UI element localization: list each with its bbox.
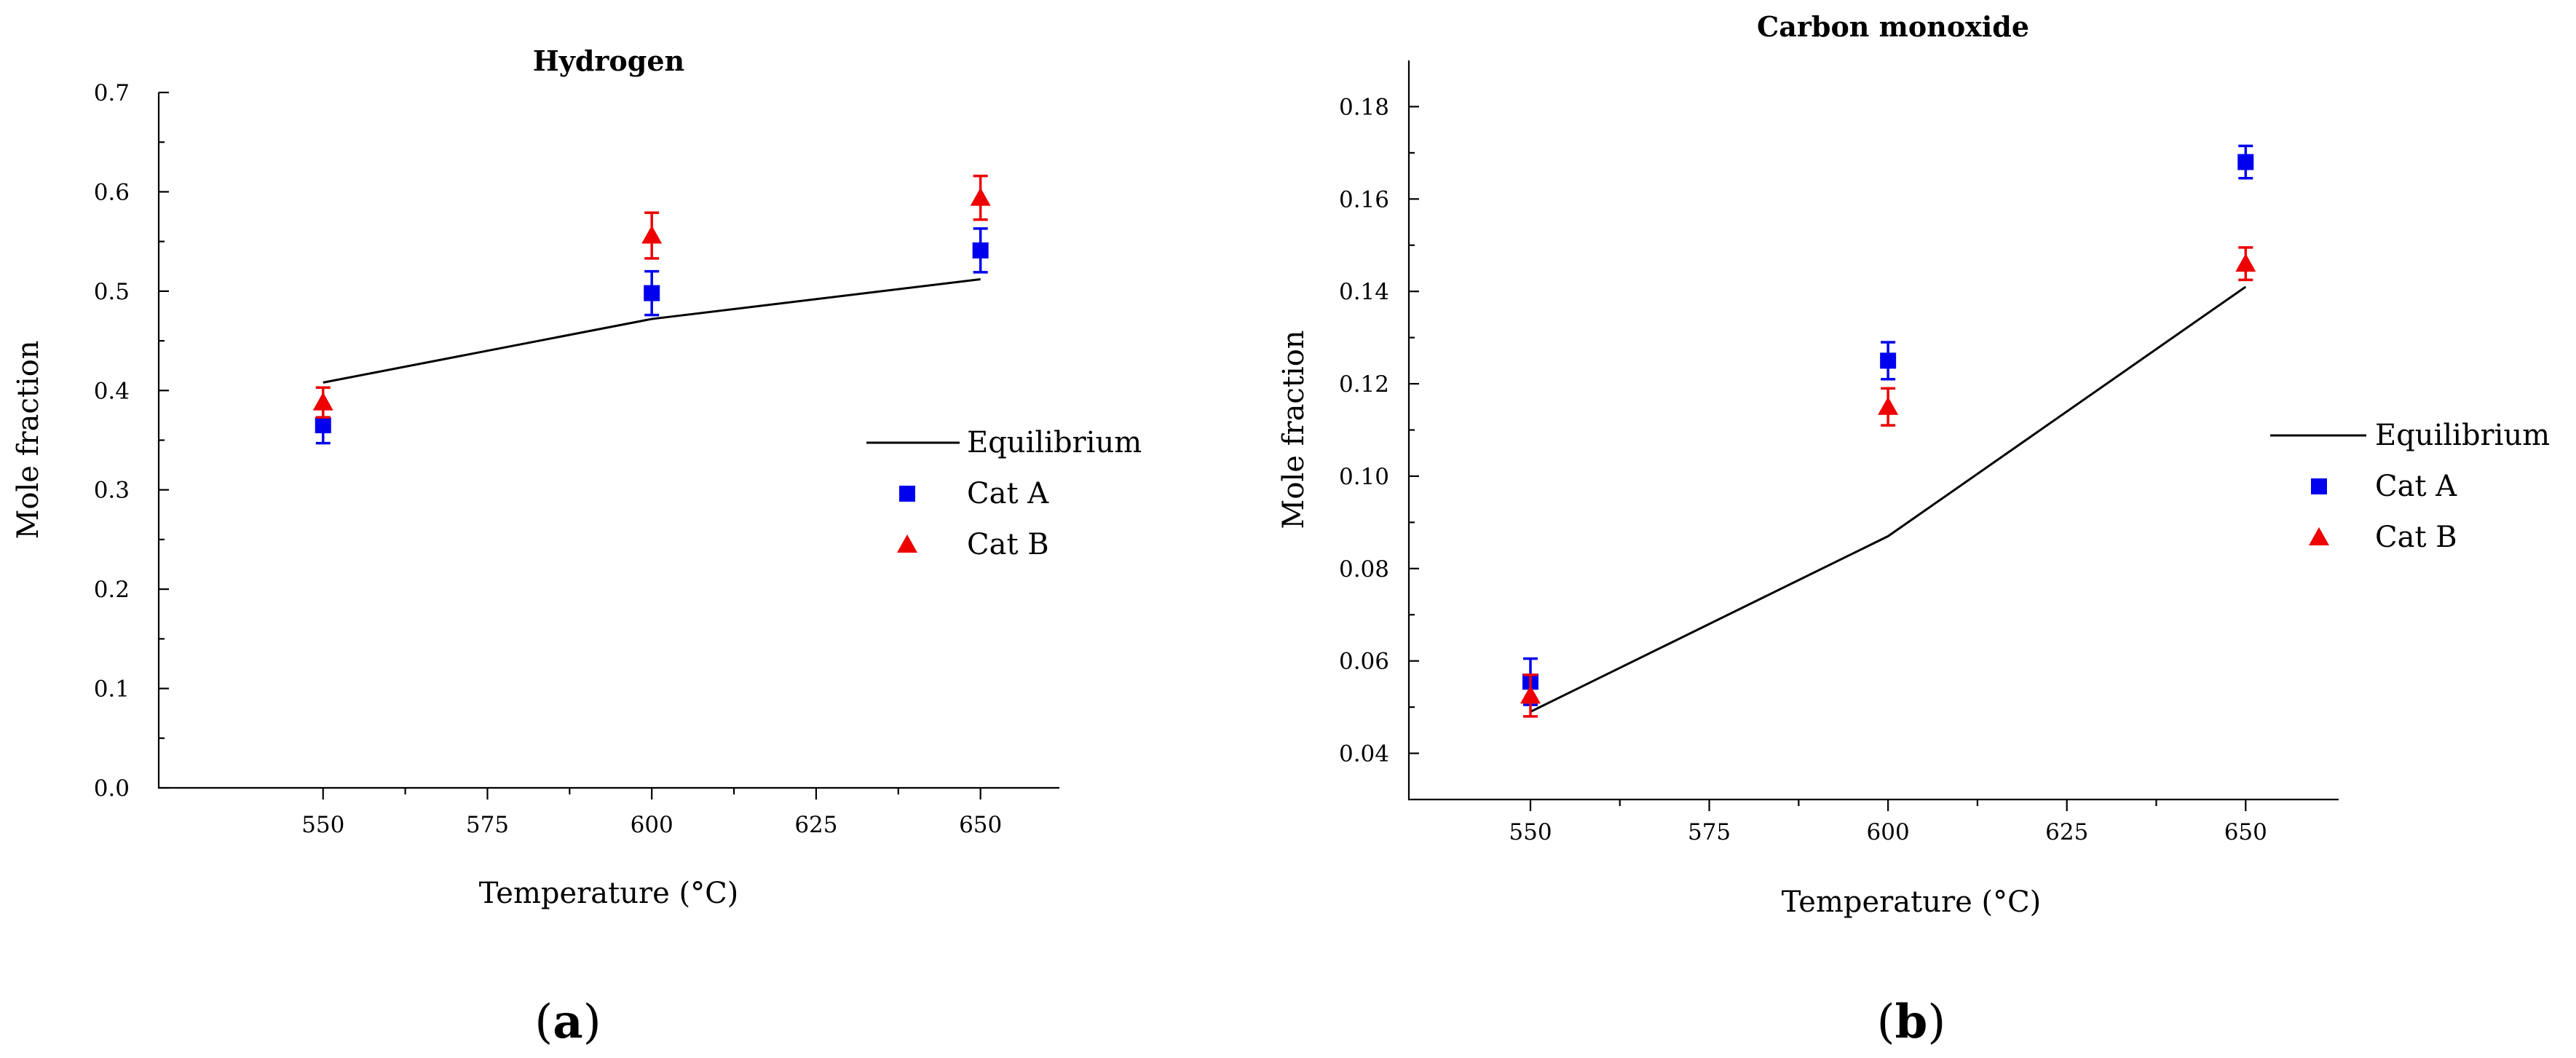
axes-frame xyxy=(157,92,1059,789)
legend-label: Cat A xyxy=(2375,470,2457,503)
x-tick-label: 625 xyxy=(794,812,837,838)
x-tick-label: 575 xyxy=(1688,819,1731,845)
y-tick-label: 0.2 xyxy=(94,577,130,603)
y-tick-label: 0.3 xyxy=(94,478,130,504)
y-tick-label: 0.5 xyxy=(94,279,130,305)
legend-cat-a-swatch xyxy=(2311,478,2327,494)
x-tick-label: 625 xyxy=(2045,819,2088,845)
y-axis-label: Mole fraction xyxy=(12,340,45,539)
chart-title: Carbon monoxide xyxy=(1757,10,2029,43)
cat-a-point xyxy=(644,285,660,301)
panel-paren-close: ) xyxy=(583,995,601,1049)
x-tick-label: 575 xyxy=(466,812,509,838)
cat-a-point xyxy=(1880,352,1897,369)
legend: Equilibrium Cat A Cat B xyxy=(866,426,1142,561)
x-tick-label: 600 xyxy=(1867,819,1910,845)
equilibrium-line xyxy=(323,277,981,384)
y-axis-label: Mole fraction xyxy=(1277,330,1311,529)
y-tick-label: 0.1 xyxy=(94,676,130,703)
panel-label: (b) xyxy=(1877,995,1946,1049)
cat-b-point xyxy=(2235,253,2256,272)
y-tick-label: 0.14 xyxy=(1339,279,1389,305)
y-tick-label: 0.7 xyxy=(94,80,130,106)
x-tick-label: 550 xyxy=(1509,819,1552,845)
panel-paren-open: ( xyxy=(1877,995,1895,1049)
hydrogen-chart: Hydrogen 0.0 0.1 0.2 0.3 0.4 0.5 0.6 0.7 550 575 60… xyxy=(12,44,1142,1049)
cat-b-point xyxy=(1878,396,1899,415)
x-tick-label: 600 xyxy=(631,812,673,838)
legend: Equilibrium Cat A Cat B xyxy=(2270,419,2550,554)
x-axis-label: Temperature (°C) xyxy=(1782,885,2042,919)
y-tick-label: 0.0 xyxy=(94,775,130,802)
y-tick-label: 0.10 xyxy=(1339,464,1389,490)
x-tick-label: 650 xyxy=(959,812,1002,838)
cat-b-point xyxy=(641,225,663,244)
legend-cat-a-swatch xyxy=(899,486,915,502)
x-axis-label: Temperature (°C) xyxy=(479,877,739,910)
cat-b-point xyxy=(312,392,333,411)
legend-cat-b-swatch xyxy=(897,534,917,553)
y-tick-label: 0.6 xyxy=(94,179,130,205)
y-tick-label: 0.12 xyxy=(1339,371,1389,398)
legend-label: Equilibrium xyxy=(2375,419,2550,452)
legend-cat-b-swatch xyxy=(2309,527,2329,545)
panel-letter: b xyxy=(1895,995,1928,1049)
y-tick-label: 0.4 xyxy=(94,378,130,404)
legend-label: Equilibrium xyxy=(967,426,1142,459)
legend-label: Cat A xyxy=(967,477,1049,510)
carbon-monoxide-chart: Carbon monoxide 0.04 0.06 0.08 0.10 0.12 0.14 0… xyxy=(1277,10,2550,1049)
x-tick-label: 650 xyxy=(2224,819,2267,845)
cat-a-point xyxy=(972,242,989,258)
cat-b-point xyxy=(970,187,991,206)
equilibrium-line xyxy=(1530,285,2247,713)
panel-paren-open: ( xyxy=(534,995,553,1049)
cat-b-point xyxy=(1520,685,1541,704)
y-tick-label: 0.06 xyxy=(1339,649,1389,675)
y-tick-label: 0.04 xyxy=(1339,741,1389,767)
panel-paren-close: ) xyxy=(1927,995,1945,1049)
legend-label: Cat B xyxy=(2375,521,2457,554)
chart-title: Hydrogen xyxy=(533,44,684,77)
cat-a-point xyxy=(2237,154,2254,170)
cat-a-point xyxy=(315,417,331,434)
panel-letter: a xyxy=(553,995,582,1049)
legend-label: Cat B xyxy=(967,528,1049,561)
y-tick-label: 0.08 xyxy=(1339,556,1389,583)
y-tick-label: 0.18 xyxy=(1339,94,1389,120)
x-tick-label: 550 xyxy=(301,812,344,838)
y-tick-label: 0.16 xyxy=(1339,186,1389,213)
panel-label: (a) xyxy=(534,995,601,1049)
axes-frame xyxy=(1407,60,2339,801)
